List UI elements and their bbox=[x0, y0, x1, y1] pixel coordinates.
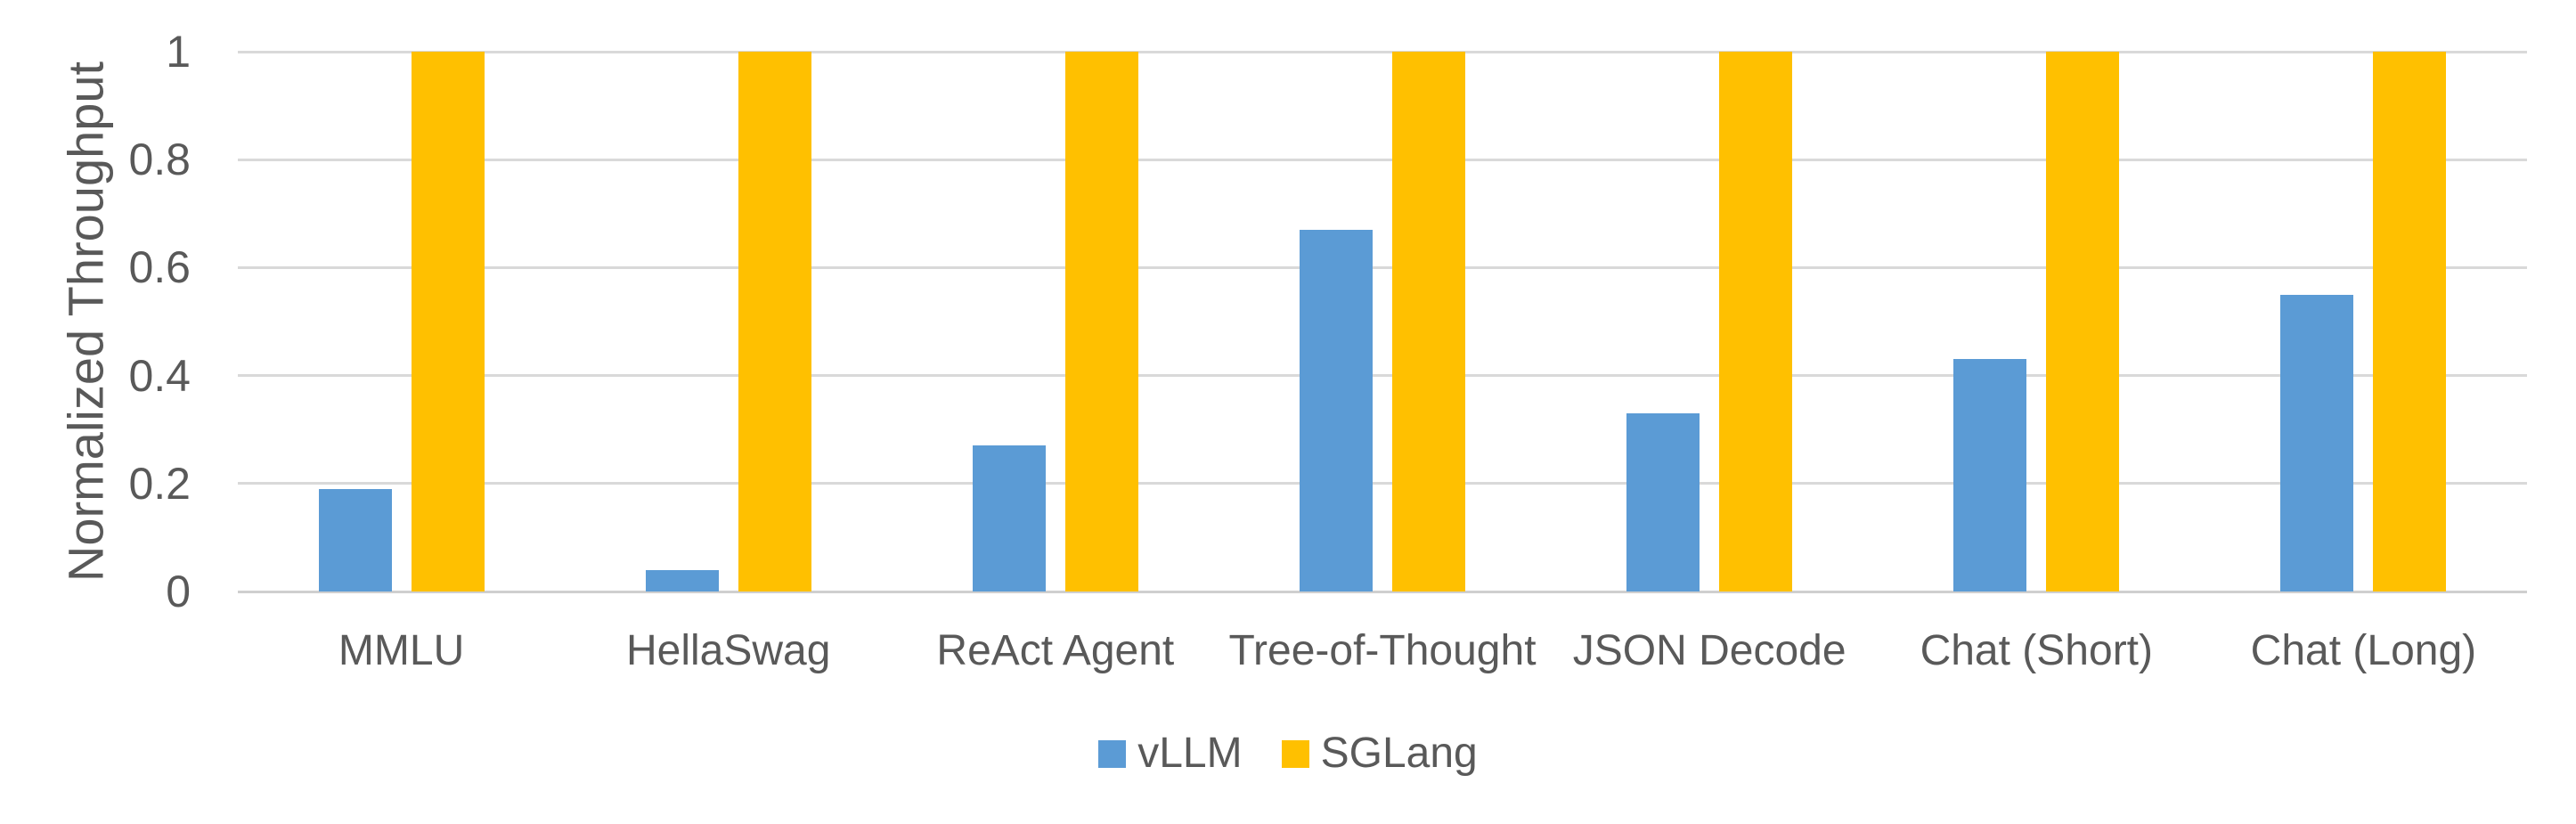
gridline-0.6 bbox=[238, 265, 2527, 269]
legend-swatch-sglang bbox=[1281, 739, 1309, 768]
bar-vllm-react-agent bbox=[972, 445, 1046, 591]
bar-sglang-mmlu bbox=[411, 52, 485, 591]
bar-vllm-chat-long bbox=[2280, 294, 2354, 591]
bar-vllm-mmlu bbox=[318, 488, 392, 591]
x-axis-label-hellaswag: HellaSwag bbox=[625, 627, 831, 674]
bar-vllm-json-decode bbox=[1626, 413, 1700, 591]
y-tick-label-0.8: 0.8 bbox=[128, 135, 191, 185]
gridline-0.2 bbox=[238, 482, 2527, 485]
legend-item-sglang: SGLang bbox=[1281, 730, 1478, 777]
x-axis-label-chat-short: Chat (Short) bbox=[1920, 627, 2153, 674]
legend-swatch-vllm bbox=[1098, 739, 1127, 768]
bar-sglang-chat-short bbox=[2046, 52, 2120, 591]
gridline-0.4 bbox=[238, 374, 2527, 378]
y-tick-label-0.6: 0.6 bbox=[128, 242, 191, 293]
gridline-1 bbox=[238, 50, 2527, 53]
bar-sglang-json-decode bbox=[1719, 52, 1793, 591]
gridline-0.8 bbox=[238, 158, 2527, 161]
x-axis-label-chat-long: Chat (Long) bbox=[2250, 627, 2477, 674]
legend-label-vllm: vLLM bbox=[1137, 730, 1243, 777]
y-tick-label-0.4: 0.4 bbox=[128, 350, 191, 401]
bar-sglang-tree-of-thought bbox=[1392, 52, 1465, 591]
x-axis-label-mmlu: MMLU bbox=[338, 627, 465, 674]
bar-sglang-chat-long bbox=[2373, 52, 2447, 591]
y-tick-label-0: 0 bbox=[166, 567, 191, 616]
bar-vllm-chat-short bbox=[1953, 359, 2027, 591]
x-axis-label-json-decode: JSON Decode bbox=[1572, 627, 1846, 674]
y-tick-label-0.2: 0.2 bbox=[128, 458, 191, 509]
bar-sglang-react-agent bbox=[1064, 52, 1138, 591]
gridline-0 bbox=[238, 590, 2527, 593]
bar-sglang-hellaswag bbox=[738, 52, 811, 591]
legend-label-sglang: SGLang bbox=[1320, 730, 1478, 777]
bar-vllm-hellaswag bbox=[645, 569, 719, 591]
x-axis-label-react-agent: ReAct Agent bbox=[936, 627, 1175, 674]
legend-item-vllm: vLLM bbox=[1098, 730, 1243, 777]
y-tick-label-1: 1 bbox=[166, 27, 191, 77]
legend: vLLM SGLang bbox=[0, 730, 2576, 777]
bar-vllm-tree-of-thought bbox=[1300, 229, 1373, 591]
x-axis-label-tree-of-thought: Tree-of-Thought bbox=[1228, 627, 1537, 674]
